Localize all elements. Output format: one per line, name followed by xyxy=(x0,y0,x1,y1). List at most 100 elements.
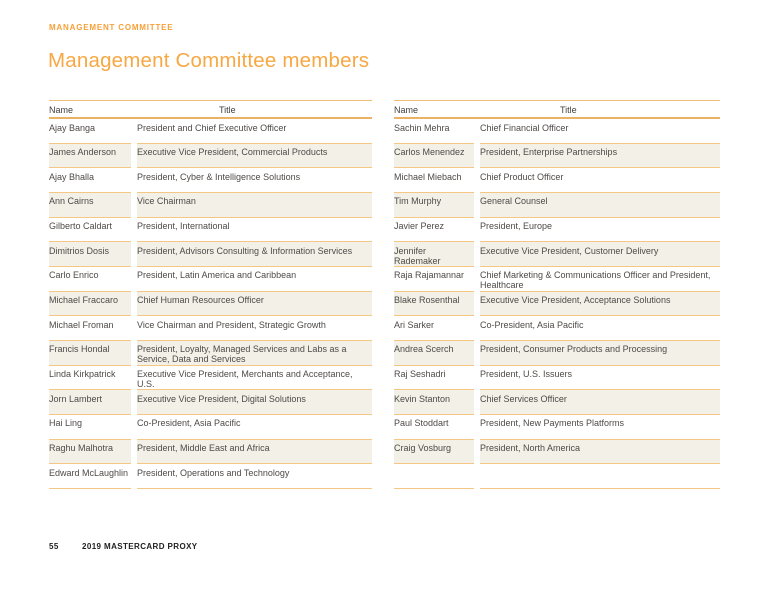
table-row: Michael Miebach Chief Product Officer xyxy=(394,168,720,193)
table-row: Michael Froman Vice Chairman and Presiden… xyxy=(49,316,372,341)
page-title: Management Committee members xyxy=(48,49,370,72)
member-title-cell: General Counsel xyxy=(480,192,720,218)
member-name-cell: Carlo Enrico xyxy=(49,267,131,292)
table-row: Hai Ling Co-President, Asia Pacific xyxy=(49,415,372,440)
member-name-cell: Dimitrios Dosis xyxy=(49,242,131,267)
table-row: Raj Seshadri President, U.S. Issuers xyxy=(394,366,720,391)
member-title-cell: President and Chief Executive Officer xyxy=(137,119,372,144)
member-name-cell: Javier Perez xyxy=(394,218,474,243)
member-name-cell: Michael Froman xyxy=(49,316,131,341)
member-title-cell: President, New Payments Platforms xyxy=(480,415,720,440)
member-title-cell: President, Operations and Technology xyxy=(137,464,372,489)
column-header-title: Title xyxy=(560,105,577,115)
table-row: Paul Stoddart President, New Payments Pla… xyxy=(394,415,720,440)
member-name-cell: Blake Rosenthal xyxy=(394,291,474,317)
member-title-cell: Vice Chairman and President, Strategic G… xyxy=(137,316,372,341)
member-name-cell: Ari Sarker xyxy=(394,316,474,341)
table-row: Andrea Scerch President, Consumer Product… xyxy=(394,340,720,366)
member-title-cell: Chief Human Resources Officer xyxy=(137,291,372,317)
member-title-cell: Chief Product Officer xyxy=(480,168,720,193)
table-row: Gilberto Caldart President, International xyxy=(49,218,372,243)
member-title-cell: Executive Vice President, Commercial Pro… xyxy=(137,143,372,169)
member-name-cell: Raj Seshadri xyxy=(394,366,474,391)
member-name-cell: Michael Fraccaro xyxy=(49,291,131,317)
member-name-cell: Edward McLaughlin xyxy=(49,464,131,489)
member-title-cell: Co-President, Asia Pacific xyxy=(480,316,720,341)
member-title-cell: Chief Financial Officer xyxy=(480,119,720,144)
table-row: Michael Fraccaro Chief Human Resources Of… xyxy=(49,291,372,317)
member-title-cell: President, International xyxy=(137,218,372,243)
member-title-cell: President, Advisors Consulting & Informa… xyxy=(137,242,372,267)
member-name-cell: Jennifer Rademaker xyxy=(394,242,474,267)
member-title-cell: President, North America xyxy=(480,439,720,465)
member-name-cell: Craig Vosburg xyxy=(394,439,474,465)
page-number: 55 xyxy=(49,542,59,551)
filler-name-cell xyxy=(394,464,474,489)
table-row: Sachin Mehra Chief Financial Officer xyxy=(394,119,720,144)
column-header-name: Name xyxy=(49,105,74,115)
table-row: Francis Hondal President, Loyalty, Manage… xyxy=(49,340,372,366)
member-title-cell: Vice Chairman xyxy=(137,192,372,218)
member-name-cell: Jorn Lambert xyxy=(49,390,131,415)
table-filler-row xyxy=(394,464,720,489)
table-row: Kevin Stanton Chief Services Officer xyxy=(394,390,720,415)
member-title-cell: Chief Marketing & Communications Officer… xyxy=(480,267,720,292)
member-name-cell: Ann Cairns xyxy=(49,192,131,218)
table-row: Edward McLaughlin President, Operations a… xyxy=(49,464,372,489)
table-row: Tim Murphy General Counsel xyxy=(394,192,720,218)
member-name-cell: Ajay Bhalla xyxy=(49,168,131,193)
member-name-cell: Michael Miebach xyxy=(394,168,474,193)
footer-label: 2019 MASTERCARD PROXY xyxy=(82,542,198,551)
filler-title-cell xyxy=(480,464,720,489)
member-name-cell: Raja Rajamannar xyxy=(394,267,474,292)
table-row: Ajay Banga President and Chief Executive … xyxy=(49,119,372,144)
member-title-cell: Executive Vice President, Digital Soluti… xyxy=(137,390,372,415)
member-name-cell: Tim Murphy xyxy=(394,192,474,218)
member-title-cell: Co-President, Asia Pacific xyxy=(137,415,372,440)
section-eyebrow: MANAGEMENT COMMITTEE xyxy=(49,23,174,32)
member-title-cell: President, Middle East and Africa xyxy=(137,439,372,465)
table-row: Ann Cairns Vice Chairman xyxy=(49,192,372,218)
member-name-cell: Gilberto Caldart xyxy=(49,218,131,243)
table-body: Ajay Banga President and Chief Executive … xyxy=(49,119,372,489)
member-name-cell: Paul Stoddart xyxy=(394,415,474,440)
table-row: Dimitrios Dosis President, Advisors Consu… xyxy=(49,242,372,267)
table-row: Ajay Bhalla President, Cyber & Intelligen… xyxy=(49,168,372,193)
table-row: Linda Kirkpatrick Executive Vice Presiden… xyxy=(49,366,372,391)
member-name-cell: Hai Ling xyxy=(49,415,131,440)
member-name-cell: Raghu Malhotra xyxy=(49,439,131,465)
table-row: Craig Vosburg President, North America xyxy=(394,439,720,465)
table-row: Ari Sarker Co-President, Asia Pacific xyxy=(394,316,720,341)
member-name-cell: Linda Kirkpatrick xyxy=(49,366,131,391)
member-title-cell: Executive Vice President, Customer Deliv… xyxy=(480,242,720,267)
table-row: Raja Rajamannar Chief Marketing & Communi… xyxy=(394,267,720,292)
member-name-cell: Francis Hondal xyxy=(49,340,131,366)
member-title-cell: President, Consumer Products and Process… xyxy=(480,340,720,366)
committee-tables: Name Title Ajay Banga President and Chief… xyxy=(49,100,720,489)
table-header: Name Title xyxy=(49,100,372,119)
column-header-name: Name xyxy=(394,105,419,115)
member-title-cell: Chief Services Officer xyxy=(480,390,720,415)
table-row: Carlo Enrico President, Latin America and… xyxy=(49,267,372,292)
column-header-title: Title xyxy=(219,105,236,115)
member-title-cell: President, Enterprise Partnerships xyxy=(480,143,720,169)
table-row: Jennifer Rademaker Executive Vice Preside… xyxy=(394,242,720,267)
table-row: Blake Rosenthal Executive Vice President,… xyxy=(394,291,720,317)
member-title-cell: Executive Vice President, Acceptance Sol… xyxy=(480,291,720,317)
table-row: Raghu Malhotra President, Middle East and… xyxy=(49,439,372,465)
member-name-cell: Andrea Scerch xyxy=(394,340,474,366)
committee-table-right: Name Title Sachin Mehra Chief Financial O… xyxy=(394,100,720,489)
member-title-cell: President, Loyalty, Managed Services and… xyxy=(137,340,372,366)
page-footer: 55 2019 MASTERCARD PROXY xyxy=(49,542,198,551)
table-row: Javier Perez President, Europe xyxy=(394,218,720,243)
member-title-cell: President, Europe xyxy=(480,218,720,243)
table-body: Sachin Mehra Chief Financial Officer Carlo… xyxy=(394,119,720,465)
member-name-cell: Kevin Stanton xyxy=(394,390,474,415)
table-row: Jorn Lambert Executive Vice President, Di… xyxy=(49,390,372,415)
member-name-cell: Ajay Banga xyxy=(49,119,131,144)
member-title-cell: President, U.S. Issuers xyxy=(480,366,720,391)
table-row: James Anderson Executive Vice President, … xyxy=(49,143,372,169)
committee-table-left: Name Title Ajay Banga President and Chief… xyxy=(49,100,372,489)
member-name-cell: James Anderson xyxy=(49,143,131,169)
